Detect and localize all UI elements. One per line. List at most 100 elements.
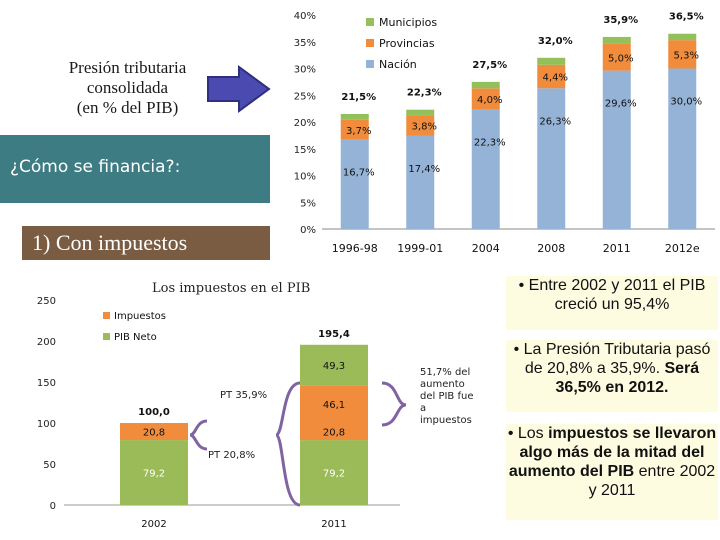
label-total: 27,5% bbox=[472, 60, 507, 71]
bar-provincias-1999-01 bbox=[406, 115, 435, 136]
legend-label: PIB Neto bbox=[114, 332, 157, 343]
annotation-pt-2002: PT 20,8% bbox=[208, 450, 255, 461]
y-tick-label: 5% bbox=[300, 198, 316, 209]
label-provincias: 4,0% bbox=[477, 95, 502, 106]
brace-aumento bbox=[381, 381, 407, 427]
bullet-2-bold: Será 36,5% en 2012. bbox=[555, 360, 700, 396]
bar-provincias-2008 bbox=[537, 64, 566, 89]
bar-municipios-2011 bbox=[602, 36, 631, 44]
legend-label: Impuestos bbox=[114, 311, 166, 322]
label-total: 195,4 bbox=[318, 329, 350, 340]
x-tick-label: 2012e bbox=[665, 242, 700, 255]
title-line-2: consolidada bbox=[86, 78, 169, 97]
legend-swatch bbox=[366, 60, 374, 68]
title-line-1: Presión tributaria bbox=[68, 58, 187, 77]
y-tick-label: 250 bbox=[37, 296, 56, 307]
bar-nación-2004 bbox=[471, 109, 500, 229]
chart2-title: Los impuestos en el PIB bbox=[152, 281, 311, 296]
legend-swatch bbox=[103, 333, 110, 340]
bar-municipios-2004 bbox=[471, 81, 500, 89]
annotation-pt-2011: PT 35,9% bbox=[220, 390, 267, 401]
impuestos-pib-chart: 0 50 100 150 200 250 79,2 20,8 100,0 2002 79,2 20,8… bbox=[37, 296, 474, 530]
label-total: 35,9% bbox=[603, 15, 638, 26]
bullet-3-bold-1: impuestos se llevaron algo más de la mit… bbox=[508, 425, 717, 480]
x-tick-label: 2011 bbox=[321, 519, 346, 530]
x-tick-label: 2008 bbox=[537, 242, 565, 255]
y-tick-label: 30% bbox=[294, 65, 316, 76]
segment-label: 46,1 bbox=[323, 400, 345, 411]
brace-2002 bbox=[189, 419, 208, 451]
legend-swatch bbox=[366, 18, 374, 26]
label-nacion: 30,0% bbox=[670, 97, 702, 108]
section-panel bbox=[22, 226, 270, 260]
bullet-3-post: entre 2002 y 2011 bbox=[588, 463, 716, 499]
y-tick-label: 25% bbox=[294, 91, 316, 102]
segment-label: 49,3 bbox=[323, 361, 345, 372]
x-tick-label: 2011 bbox=[603, 242, 631, 255]
bar-municipios-2008 bbox=[537, 57, 566, 65]
label-provincias: 3,8% bbox=[412, 122, 437, 133]
legend-label: Municipios bbox=[379, 16, 437, 29]
question-panel bbox=[0, 135, 270, 203]
bar-provincias-1996-98 bbox=[340, 119, 369, 140]
y-tick-label: 50 bbox=[43, 460, 56, 471]
legend-label: Nación bbox=[379, 58, 417, 71]
x-tick-label: 2004 bbox=[472, 242, 500, 255]
annotation-aumento-line: a bbox=[420, 403, 426, 414]
label-total: 22,3% bbox=[407, 88, 442, 99]
question-text: ¿Cómo se financia?: bbox=[10, 157, 181, 177]
legend-swatch bbox=[366, 39, 374, 47]
x-tick-label: 1999-01 bbox=[397, 242, 443, 255]
brace-2011 bbox=[274, 381, 301, 507]
label-provincias: 5,3% bbox=[674, 50, 699, 61]
bar-nación-2011 bbox=[602, 70, 631, 229]
annotation-aumento-line: impuestos bbox=[420, 415, 472, 426]
label-nacion: 22,3% bbox=[474, 138, 506, 149]
bar-municipios-1996-98 bbox=[340, 113, 369, 120]
y-tick-label: 0% bbox=[300, 225, 316, 236]
y-tick-label: 150 bbox=[37, 378, 56, 389]
bar-provincias-2011 bbox=[602, 43, 631, 71]
bar-segment-2002 bbox=[120, 423, 188, 441]
section-text: 1) Con impuestos bbox=[32, 230, 188, 255]
y-tick-label: 0 bbox=[50, 501, 56, 512]
bar-municipios-2012e bbox=[668, 33, 697, 41]
bar-provincias-2012e bbox=[668, 40, 697, 69]
presion-tributaria-chart: 0% 5% 10% 15% 20% 25% 30% 35% 40% 1996-98 16,7% 3,7… bbox=[294, 11, 715, 255]
bar-segment-2011 bbox=[300, 423, 368, 441]
bar-nación-2008 bbox=[537, 88, 566, 229]
legend-label: Provincias bbox=[379, 37, 435, 50]
y-tick-label: 100 bbox=[37, 419, 56, 430]
bullet-pib-growth: • Entre 2002 y 2011 el PIB creció un 95,… bbox=[506, 276, 718, 330]
bar-provincias-2004 bbox=[471, 88, 500, 110]
label-total: 36,5% bbox=[669, 12, 704, 23]
segment-label: 79,2 bbox=[143, 469, 165, 480]
label-total: 100,0 bbox=[138, 407, 170, 418]
bar-nación-1996-98 bbox=[340, 139, 369, 229]
x-tick-label: 2002 bbox=[141, 519, 166, 530]
bar-municipios-1999-01 bbox=[406, 109, 435, 116]
title-line-3: (en % del PIB) bbox=[76, 98, 179, 117]
segment-label: 79,2 bbox=[323, 469, 345, 480]
label-nacion: 26,3% bbox=[539, 116, 571, 127]
label-provincias: 4,4% bbox=[543, 73, 568, 84]
label-nacion: 16,7% bbox=[343, 168, 375, 179]
y-tick-label: 20% bbox=[294, 118, 316, 129]
label-total: 21,5% bbox=[341, 92, 376, 103]
slide-title: Presión tributaria consolidada (en % del… bbox=[20, 58, 235, 118]
bar-segment-2011 bbox=[300, 440, 368, 505]
right-arrow-icon bbox=[207, 65, 271, 113]
segment-label: 20,8 bbox=[323, 428, 345, 439]
annotation-aumento-line: 51,7% del bbox=[420, 367, 470, 378]
bullet-1-text: • Entre 2002 y 2011 el PIB creció un 95,… bbox=[518, 277, 706, 313]
bullet-presion: • La Presión Tributaria pasó de 20,8% a … bbox=[506, 340, 718, 412]
bullet-3-bold-2: PIB bbox=[607, 463, 635, 480]
segment-label: 20,8 bbox=[143, 428, 165, 439]
y-tick-label: 35% bbox=[294, 38, 316, 49]
label-total: 32,0% bbox=[538, 36, 573, 47]
annotation-aumento-line: aumento bbox=[420, 379, 465, 390]
bullet-3-pre: • Los bbox=[507, 425, 549, 442]
label-nacion: 29,6% bbox=[605, 99, 637, 110]
bar-segment-2002 bbox=[120, 440, 188, 505]
label-provincias: 5,0% bbox=[608, 53, 633, 64]
